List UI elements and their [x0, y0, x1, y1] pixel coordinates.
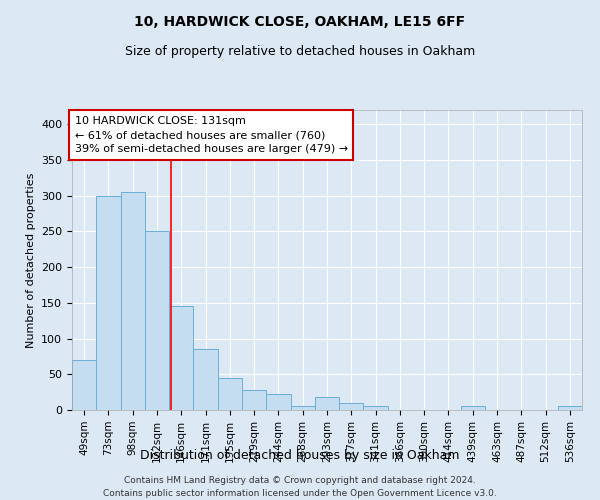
- Text: 10 HARDWICK CLOSE: 131sqm
← 61% of detached houses are smaller (760)
39% of semi: 10 HARDWICK CLOSE: 131sqm ← 61% of detac…: [74, 116, 347, 154]
- Bar: [315, 397, 339, 410]
- Bar: [145, 232, 169, 410]
- Bar: [339, 403, 364, 410]
- Bar: [290, 406, 315, 410]
- Bar: [364, 406, 388, 410]
- Bar: [72, 360, 96, 410]
- Bar: [461, 406, 485, 410]
- Bar: [169, 306, 193, 410]
- Text: Contains public sector information licensed under the Open Government Licence v3: Contains public sector information licen…: [103, 488, 497, 498]
- Bar: [193, 350, 218, 410]
- Bar: [266, 394, 290, 410]
- Y-axis label: Number of detached properties: Number of detached properties: [26, 172, 35, 348]
- Text: Size of property relative to detached houses in Oakham: Size of property relative to detached ho…: [125, 45, 475, 58]
- Bar: [558, 406, 582, 410]
- Bar: [218, 378, 242, 410]
- Text: Contains HM Land Registry data © Crown copyright and database right 2024.: Contains HM Land Registry data © Crown c…: [124, 476, 476, 485]
- Text: 10, HARDWICK CLOSE, OAKHAM, LE15 6FF: 10, HARDWICK CLOSE, OAKHAM, LE15 6FF: [134, 15, 466, 29]
- Bar: [96, 196, 121, 410]
- Bar: [242, 390, 266, 410]
- Text: Distribution of detached houses by size in Oakham: Distribution of detached houses by size …: [140, 448, 460, 462]
- Bar: [121, 192, 145, 410]
